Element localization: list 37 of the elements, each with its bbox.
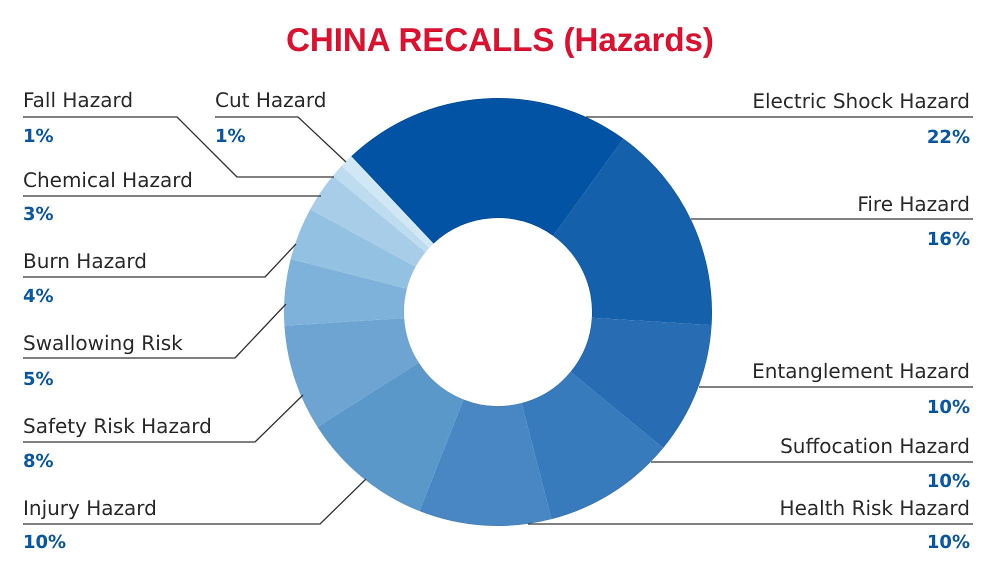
slice-label: Health Risk Hazard bbox=[780, 496, 970, 520]
donut-slice bbox=[318, 362, 464, 512]
slice-label: Cut Hazard bbox=[215, 88, 326, 112]
data-label: 8% bbox=[23, 451, 54, 472]
data-label: 10% bbox=[926, 397, 970, 418]
data-label: 1% bbox=[23, 126, 54, 147]
slice-label: Suffocation Hazard bbox=[780, 434, 970, 458]
donut-slice bbox=[351, 98, 624, 244]
chart-title: CHINA RECALLS (Hazards) bbox=[286, 21, 714, 58]
slice-label: Chemical Hazard bbox=[23, 168, 193, 192]
data-label: 5% bbox=[23, 369, 54, 390]
data-label: 1% bbox=[215, 126, 246, 147]
donut-slice bbox=[342, 156, 434, 248]
donut-slice bbox=[284, 318, 419, 427]
slice-label: Safety Risk Hazard bbox=[23, 414, 212, 438]
donut-slice bbox=[290, 209, 416, 289]
data-label: 10% bbox=[926, 471, 970, 492]
data-label: 22% bbox=[926, 127, 970, 148]
data-label: 10% bbox=[23, 532, 66, 553]
donut-slice bbox=[570, 318, 712, 448]
donut-slice bbox=[522, 372, 664, 520]
donut-slice bbox=[310, 176, 426, 267]
donut-slice bbox=[420, 399, 552, 526]
data-label: 16% bbox=[926, 229, 970, 250]
donut-slice bbox=[332, 166, 430, 252]
slice-label: Entanglement Hazard bbox=[752, 359, 970, 383]
donut-slice bbox=[553, 138, 712, 326]
data-label: 4% bbox=[23, 286, 54, 307]
slice-label: Fall Hazard bbox=[23, 88, 134, 112]
slice-label: Injury Hazard bbox=[23, 496, 157, 520]
slice-label: Electric Shock Hazard bbox=[752, 89, 970, 113]
data-label: 3% bbox=[23, 204, 54, 225]
slice-label: Swallowing Risk bbox=[23, 331, 184, 355]
donut-slice bbox=[284, 259, 407, 326]
slice-label: Burn Hazard bbox=[23, 249, 147, 273]
data-label: 10% bbox=[926, 532, 970, 553]
slice-label: Fire Hazard bbox=[857, 192, 970, 216]
